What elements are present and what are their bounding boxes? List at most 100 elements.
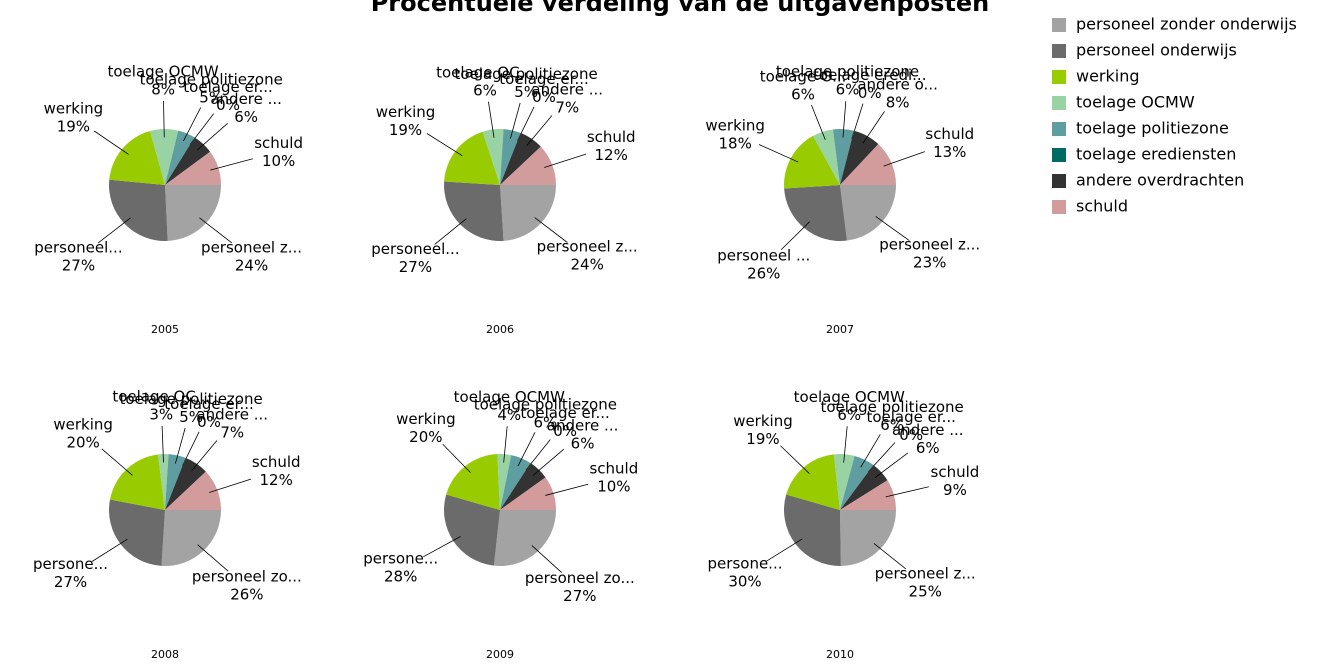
slice-value: 5% xyxy=(179,408,203,426)
slice-label: personeel zo... xyxy=(525,569,635,587)
slice-value: 6% xyxy=(234,108,258,126)
leader-line xyxy=(862,111,885,144)
slice-label: werking xyxy=(53,416,113,434)
slice-value: 0% xyxy=(197,413,221,431)
slice-value: 19% xyxy=(389,121,422,139)
leader-line xyxy=(758,144,799,163)
slice-value: 30% xyxy=(728,573,761,591)
pie-slice xyxy=(443,494,500,566)
leader-line xyxy=(210,158,253,171)
pie-slice xyxy=(165,185,221,241)
pie-slice xyxy=(165,454,186,510)
leader-line xyxy=(161,426,164,463)
slice-value: 20% xyxy=(409,428,442,446)
slice-label: werking xyxy=(376,103,436,121)
slice-label: schuld xyxy=(925,125,974,143)
slice-label: persone... xyxy=(708,555,783,573)
slice-value: 6% xyxy=(533,413,557,431)
slice-label: toelage eredi... xyxy=(813,66,926,84)
leader-line xyxy=(488,101,495,138)
slice-label: personeel ... xyxy=(717,247,810,265)
pie-slice xyxy=(165,457,206,510)
slice-value: 0% xyxy=(553,422,577,440)
slice-value: 19% xyxy=(57,118,90,136)
slice-value: 3% xyxy=(149,406,173,424)
slice-value: 13% xyxy=(933,143,966,161)
pie-title: 2005 xyxy=(151,323,179,336)
legend-label: toelage OCMW xyxy=(1076,93,1195,112)
slice-value: 26% xyxy=(230,585,263,603)
pie-slice xyxy=(157,453,169,510)
slice-label: personeel... xyxy=(34,238,122,256)
legend-swatch xyxy=(1052,96,1066,110)
chart-title: Procentuele verdeling van de uitgavenpos… xyxy=(371,0,990,17)
slice-label: toelage politiezone xyxy=(474,395,617,413)
slice-label: personeel z... xyxy=(201,238,302,256)
leader-line xyxy=(531,545,562,573)
leader-line xyxy=(199,217,233,244)
slice-label: toelage O... xyxy=(760,68,847,86)
pie-slice xyxy=(832,129,854,185)
leader-line xyxy=(532,448,565,476)
pie-slice xyxy=(444,131,500,185)
slice-label: schuld xyxy=(254,134,303,152)
slice-label: toelage er... xyxy=(183,78,273,96)
slice-label: personeel z... xyxy=(875,564,976,582)
slice-label: personeel z... xyxy=(879,235,980,253)
pie-slice xyxy=(786,454,840,510)
pie-title: 2009 xyxy=(486,648,514,661)
legend-swatch xyxy=(1052,174,1066,188)
slice-label: werking xyxy=(44,100,104,118)
pie-slice xyxy=(446,454,500,510)
leader-line xyxy=(183,107,202,142)
pie-slice xyxy=(500,129,521,185)
leader-line xyxy=(101,448,133,476)
legend-label: andere overdrachten xyxy=(1076,171,1244,190)
slice-value: 20% xyxy=(66,434,99,452)
leader-line xyxy=(197,544,229,572)
pie-slice xyxy=(161,510,221,566)
pie-title: 2010 xyxy=(826,648,854,661)
slice-value: 28% xyxy=(384,567,417,585)
leader-line xyxy=(874,452,909,478)
leader-line xyxy=(174,427,186,464)
pie-slice xyxy=(840,185,896,241)
slice-value: 8% xyxy=(886,93,910,111)
slice-label: personeel z... xyxy=(537,238,638,256)
leader-line xyxy=(97,217,131,244)
slice-label: persone... xyxy=(363,549,438,567)
pie-title: 2007 xyxy=(826,323,854,336)
pie-slice xyxy=(444,181,504,241)
pie-slice xyxy=(784,494,841,566)
slice-label: toelage er... xyxy=(866,408,956,426)
slice-value: 6% xyxy=(473,81,497,99)
pie-slice xyxy=(493,510,556,566)
pie-slice xyxy=(500,455,531,510)
leader-line xyxy=(860,434,881,468)
pie-slice xyxy=(109,454,165,510)
slice-label: persone... xyxy=(33,555,108,573)
slice-label: toelage politiezone xyxy=(776,63,919,81)
slice-value: 8% xyxy=(151,81,175,99)
slice-value: 23% xyxy=(913,253,946,271)
pie-slice xyxy=(108,499,165,566)
legend-swatch xyxy=(1052,44,1066,58)
leader-line xyxy=(503,426,508,463)
leader-line xyxy=(209,478,252,493)
slice-label: schuld xyxy=(587,128,636,146)
slice-value: 5% xyxy=(199,89,223,107)
leader-line xyxy=(509,102,521,139)
slice-value: 5% xyxy=(514,83,538,101)
slice-value: 9% xyxy=(943,481,967,499)
legend-swatch xyxy=(1052,70,1066,84)
slice-label: andere ... xyxy=(196,405,268,423)
pie-slice xyxy=(165,471,221,510)
legend-label: toelage politiezone xyxy=(1076,119,1229,138)
leader-line xyxy=(811,104,826,140)
leader-line xyxy=(873,543,907,570)
pie-slice xyxy=(500,477,556,510)
pie-slice xyxy=(840,465,888,510)
legend-label: personeel onderwijs xyxy=(1076,41,1237,60)
pie-slice xyxy=(497,454,512,510)
